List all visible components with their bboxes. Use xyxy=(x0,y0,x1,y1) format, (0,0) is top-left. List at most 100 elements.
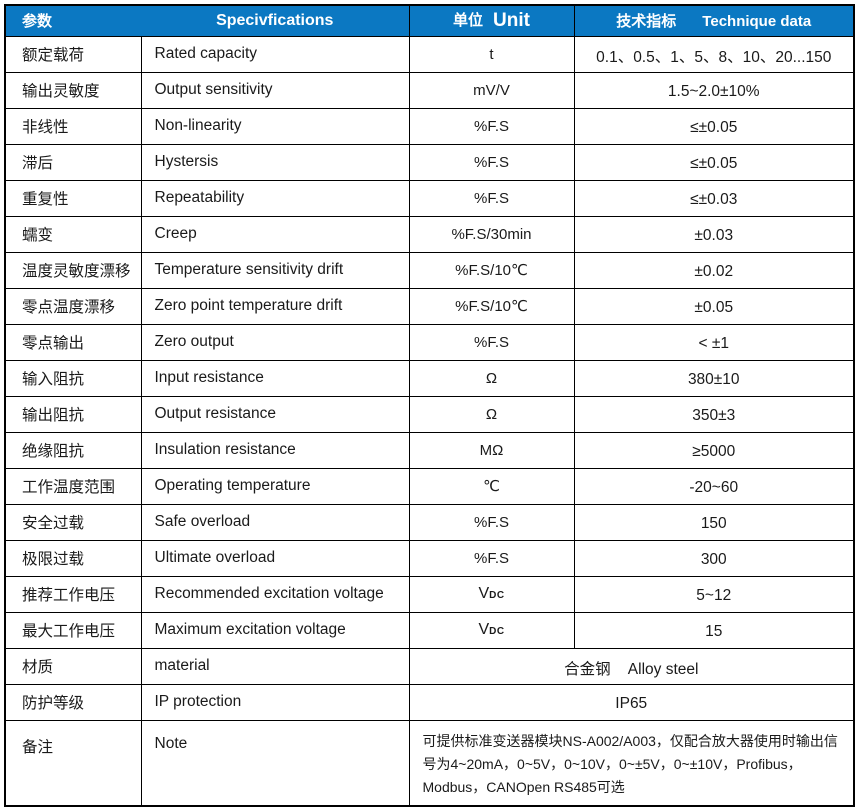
value-cell: 0.1、0.5、1、5、8、10、20...150 xyxy=(573,35,855,73)
param-cell-zh: 重复性 xyxy=(4,179,142,217)
unit-cell: Ω xyxy=(408,395,575,433)
unit-cell: mV/V xyxy=(408,71,575,109)
table-row: 备注 Note 可提供标准变送器模块NS-A002/A003，仅配合放大器使用时输出… xyxy=(4,719,855,807)
table-row: 温度灵敏度漂移 Temperature sensitivity drift %F.S… xyxy=(4,251,855,289)
table-row: 最大工作电压 Maximum excitation voltage VDC 15 xyxy=(4,611,855,649)
spec-cell-en: Output sensitivity xyxy=(140,71,410,109)
table-row: 输出灵敏度 Output sensitivity mV/V 1.5~2.0±10% xyxy=(4,71,855,109)
header-technique-data: 技术指标 Technique data xyxy=(573,4,855,37)
spec-cell-en: Maximum excitation voltage xyxy=(140,611,410,649)
param-cell-zh: 最大工作电压 xyxy=(4,611,142,649)
spec-cell-en: Zero point temperature drift xyxy=(140,287,410,325)
unit-cell: t xyxy=(408,35,575,73)
table-row: 防护等级 IP protection IP65 xyxy=(4,683,855,721)
value-cell: 350±3 xyxy=(573,395,855,433)
value-cell: ±0.05 xyxy=(573,287,855,325)
value-cell: 300 xyxy=(573,539,855,577)
table-header: 参数 Specivfications 单位 Unit 技术指标 Technique … xyxy=(4,4,855,37)
spec-cell-en: Output resistance xyxy=(140,395,410,433)
value-cell: < ±1 xyxy=(573,323,855,361)
param-cell-zh: 安全过载 xyxy=(4,503,142,541)
merged-value-cell: 合金钢 Alloy steel xyxy=(408,647,855,685)
value-cell: ≤±0.05 xyxy=(573,143,855,181)
param-cell-zh: 输出灵敏度 xyxy=(4,71,142,109)
param-cell-zh: 非线性 xyxy=(4,107,142,145)
spec-cell-en: Insulation resistance xyxy=(140,431,410,469)
param-cell-zh: 推荐工作电压 xyxy=(4,575,142,613)
param-cell-zh: 零点输出 xyxy=(4,323,142,361)
value-cell: ≤±0.05 xyxy=(573,107,855,145)
unit-cell: MΩ xyxy=(408,431,575,469)
table-row: 额定载荷 Rated capacity t 0.1、0.5、1、5、8、10、20..… xyxy=(4,35,855,73)
table-row: 零点输出 Zero output %F.S < ±1 xyxy=(4,323,855,361)
spec-cell-en: Recommended excitation voltage xyxy=(140,575,410,613)
unit-cell: %F.S/30min xyxy=(408,215,575,253)
param-cell-zh: 滞后 xyxy=(4,143,142,181)
spec-cell-en: Rated capacity xyxy=(140,35,410,73)
unit-cell: %F.S/10℃ xyxy=(408,251,575,289)
spec-cell-en: Safe overload xyxy=(140,503,410,541)
table-row: 零点温度漂移 Zero point temperature drift %F.S/1… xyxy=(4,287,855,325)
spec-cell-en: Ultimate overload xyxy=(140,539,410,577)
value-cell: 5~12 xyxy=(573,575,855,613)
spec-cell-en: Operating temperature xyxy=(140,467,410,505)
unit-cell: Ω xyxy=(408,359,575,397)
unit-cell: %F.S xyxy=(408,323,575,361)
table-row: 安全过载 Safe overload %F.S 150 xyxy=(4,503,855,541)
unit-dc-subscript: DC xyxy=(489,590,505,601)
header-param-zh: 参数 xyxy=(22,13,53,31)
spec-cell-en: Note xyxy=(140,719,410,807)
param-cell-zh: 输出阻抗 xyxy=(4,395,142,433)
spec-cell-en: Input resistance xyxy=(140,359,410,397)
unit-cell: VDC xyxy=(408,575,575,613)
header-unit-en: Unit xyxy=(493,10,530,32)
value-cell: ≤±0.03 xyxy=(573,179,855,217)
unit-cell: %F.S xyxy=(408,539,575,577)
table-row: 材质 material 合金钢 Alloy steel xyxy=(4,647,855,685)
param-cell-zh: 输入阻抗 xyxy=(4,359,142,397)
spec-cell-en: Repeatability xyxy=(140,179,410,217)
value-cell: ±0.03 xyxy=(573,215,855,253)
value-cell: 1.5~2.0±10% xyxy=(573,71,855,109)
param-cell-zh: 温度灵敏度漂移 xyxy=(4,251,142,289)
table-row: 蠕变 Creep %F.S/30min ±0.03 xyxy=(4,215,855,253)
merged-value-cell: IP65 xyxy=(408,683,855,721)
spec-cell-en: Zero output xyxy=(140,323,410,361)
unit-dc-subscript: DC xyxy=(489,626,505,637)
header-specifications: Specivfications xyxy=(141,4,410,37)
header-tech-en: Technique data xyxy=(702,13,812,31)
spec-table-container: 参数 Specivfications 单位 Unit 技术指标 Technique … xyxy=(4,4,855,807)
param-cell-zh: 材质 xyxy=(4,647,142,685)
unit-v: V xyxy=(478,585,490,602)
note-cell: 可提供标准变送器模块NS-A002/A003，仅配合放大器使用时输出信号为4~2… xyxy=(408,719,855,807)
param-cell-zh: 极限过载 xyxy=(4,539,142,577)
spec-cell-en: Creep xyxy=(140,215,410,253)
value-cell: 150 xyxy=(573,503,855,541)
param-cell-zh: 绝缘阻抗 xyxy=(4,431,142,469)
header-spec-en: Specivfications xyxy=(216,11,334,29)
value-cell: ≥5000 xyxy=(573,431,855,469)
param-cell-zh: 零点温度漂移 xyxy=(4,287,142,325)
unit-cell: %F.S/10℃ xyxy=(408,287,575,325)
value-cell: ±0.02 xyxy=(573,251,855,289)
header-tech-zh: 技术指标 xyxy=(616,13,677,31)
param-cell-zh: 备注 xyxy=(4,719,142,807)
unit-cell: %F.S xyxy=(408,503,575,541)
unit-cell: ℃ xyxy=(408,467,575,505)
table-row: 绝缘阻抗 Insulation resistance MΩ ≥5000 xyxy=(4,431,855,469)
header-unit-zh: 单位 xyxy=(453,12,484,30)
table-row: 推荐工作电压 Recommended excitation voltage VDC 5… xyxy=(4,575,855,613)
table-row: 极限过载 Ultimate overload %F.S 300 xyxy=(4,539,855,577)
spec-cell-en: Hystersis xyxy=(140,143,410,181)
spec-cell-en: Non-linearity xyxy=(140,107,410,145)
param-cell-zh: 工作温度范围 xyxy=(4,467,142,505)
table-row: 输出阻抗 Output resistance Ω 350±3 xyxy=(4,395,855,433)
unit-cell: %F.S xyxy=(408,107,575,145)
unit-cell: %F.S xyxy=(408,179,575,217)
unit-v: V xyxy=(478,621,490,638)
spec-cell-en: material xyxy=(140,647,410,685)
param-cell-zh: 蠕变 xyxy=(4,215,142,253)
table-row: 重复性 Repeatability %F.S ≤±0.03 xyxy=(4,179,855,217)
param-cell-zh: 防护等级 xyxy=(4,683,142,721)
value-cell: 15 xyxy=(573,611,855,649)
